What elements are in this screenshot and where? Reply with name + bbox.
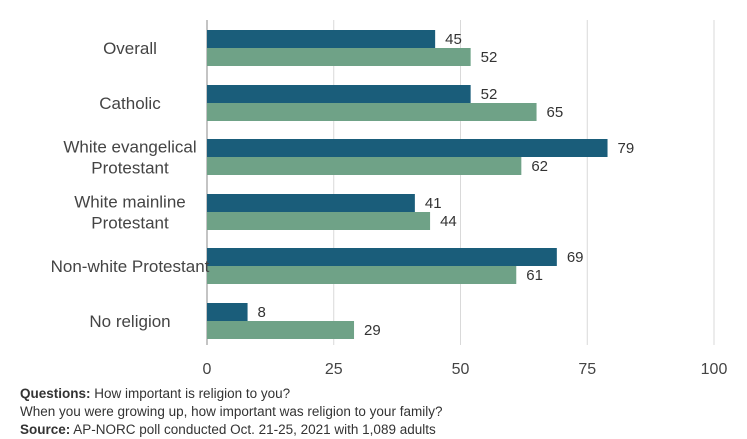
bar — [207, 212, 431, 230]
data-label: 65 — [547, 104, 564, 121]
data-label: 52 — [481, 49, 498, 66]
bar — [207, 48, 471, 66]
bar — [207, 85, 471, 103]
data-label: 62 — [531, 158, 548, 175]
category-label-line: Non-white Protestant — [51, 257, 210, 276]
question-line-1: Questions: How important is religion to … — [20, 385, 740, 403]
category-label-line: White evangelical — [63, 138, 196, 157]
chart-notes: Questions: How important is religion to … — [20, 385, 740, 439]
category-label: Catholic — [99, 94, 161, 113]
x-tick-label: 100 — [701, 361, 728, 378]
category-label-line: Overall — [103, 39, 157, 58]
bar — [207, 103, 537, 121]
bar — [207, 303, 248, 321]
category-label: Non-white Protestant — [51, 257, 210, 276]
source-label: Source: — [20, 422, 71, 437]
x-tick-label: 25 — [325, 361, 343, 378]
data-label: 79 — [618, 140, 635, 157]
data-label: 52 — [481, 86, 498, 103]
bar — [207, 266, 517, 284]
category-label: Overall — [103, 39, 157, 58]
data-label: 44 — [440, 213, 457, 230]
source-line: Source: AP-NORC poll conducted Oct. 21-2… — [20, 421, 740, 439]
data-label: 61 — [526, 267, 543, 284]
category-label-line: Catholic — [99, 94, 161, 113]
category-label: White evangelical Protestant — [63, 138, 196, 178]
bar — [207, 139, 608, 157]
x-tick-label: 75 — [578, 361, 596, 378]
bar — [207, 30, 436, 48]
bar — [207, 194, 415, 212]
category-label: No religion — [89, 312, 170, 331]
category-label-line: No religion — [89, 312, 170, 331]
category-label-line: Protestant — [91, 214, 169, 233]
question-1-text: How important is religion to you? — [94, 386, 291, 401]
question-line-2: When you were growing up, how important … — [20, 404, 443, 419]
data-label: 8 — [258, 304, 266, 321]
category-label-line: Protestant — [91, 159, 169, 178]
bar — [207, 248, 557, 266]
data-label: 29 — [364, 322, 381, 339]
category-label: White mainline Protestant — [74, 193, 186, 233]
data-label: 41 — [425, 195, 442, 212]
x-tick-label: 0 — [203, 361, 212, 378]
data-label: 45 — [445, 31, 462, 48]
questions-label: Questions: — [20, 386, 91, 401]
data-label: 69 — [567, 249, 584, 266]
bar-chart: 0 25 50 75 100 45 52 79 41 69 8 52 65 62 44 61 29 Overall… — [51, 20, 728, 378]
bar — [207, 157, 522, 175]
x-tick-label: 50 — [452, 361, 470, 378]
source-text: AP-NORC poll conducted Oct. 21-25, 2021 … — [73, 422, 436, 437]
bar — [207, 321, 355, 339]
category-label-line: White mainline — [74, 193, 186, 212]
